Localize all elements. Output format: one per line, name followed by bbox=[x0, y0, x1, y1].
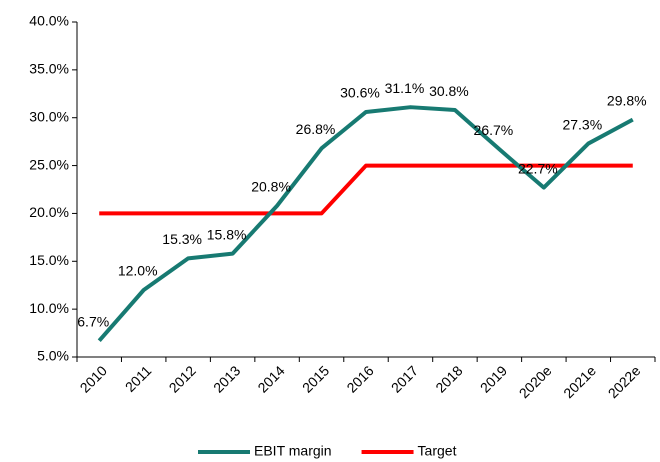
x-tick-label: 2018 bbox=[432, 362, 465, 395]
y-tick-label: 25.0% bbox=[29, 156, 69, 172]
y-tick-label: 35.0% bbox=[29, 61, 69, 77]
y-tick-label: 15.0% bbox=[29, 252, 69, 268]
x-tick-label: 2022e bbox=[605, 362, 644, 401]
legend-label: Target bbox=[418, 443, 457, 459]
series-line bbox=[99, 163, 633, 216]
data-label: 26.8% bbox=[296, 121, 336, 137]
x-tick-label: 2016 bbox=[343, 362, 376, 395]
x-tick-label: 2015 bbox=[299, 362, 332, 395]
data-label: 31.1% bbox=[385, 80, 425, 96]
data-label: 12.0% bbox=[118, 263, 158, 279]
x-tick-label: 2010 bbox=[77, 362, 110, 395]
x-tick-label: 2021e bbox=[560, 362, 599, 401]
x-tick-label: 2017 bbox=[388, 362, 421, 395]
data-label: 27.3% bbox=[562, 116, 602, 132]
data-label: 30.8% bbox=[429, 83, 469, 99]
x-tick-label: 2019 bbox=[477, 362, 510, 395]
y-tick-label: 5.0% bbox=[37, 348, 69, 364]
data-label: 6.7% bbox=[77, 313, 109, 329]
x-tick-label: 2011 bbox=[122, 362, 155, 395]
data-label: 30.6% bbox=[340, 85, 380, 101]
y-tick-label: 30.0% bbox=[29, 108, 69, 124]
series-line bbox=[97, 105, 634, 343]
y-tick-label: 10.0% bbox=[29, 300, 69, 316]
x-tick-label: 2014 bbox=[254, 362, 287, 395]
legend-label: EBIT margin bbox=[254, 443, 332, 459]
data-label: 15.3% bbox=[162, 231, 202, 247]
data-label: 22.7% bbox=[518, 160, 558, 176]
y-tick-label: 40.0% bbox=[29, 13, 69, 29]
x-tick-label: 2012 bbox=[166, 362, 199, 395]
x-tick-label: 2020e bbox=[516, 362, 555, 401]
data-label: 20.8% bbox=[251, 178, 291, 194]
data-label: 26.7% bbox=[474, 122, 514, 138]
data-label: 15.8% bbox=[207, 226, 247, 242]
data-label: 29.8% bbox=[607, 92, 647, 108]
x-tick-label: 2013 bbox=[210, 362, 243, 395]
y-tick-label: 20.0% bbox=[29, 204, 69, 220]
